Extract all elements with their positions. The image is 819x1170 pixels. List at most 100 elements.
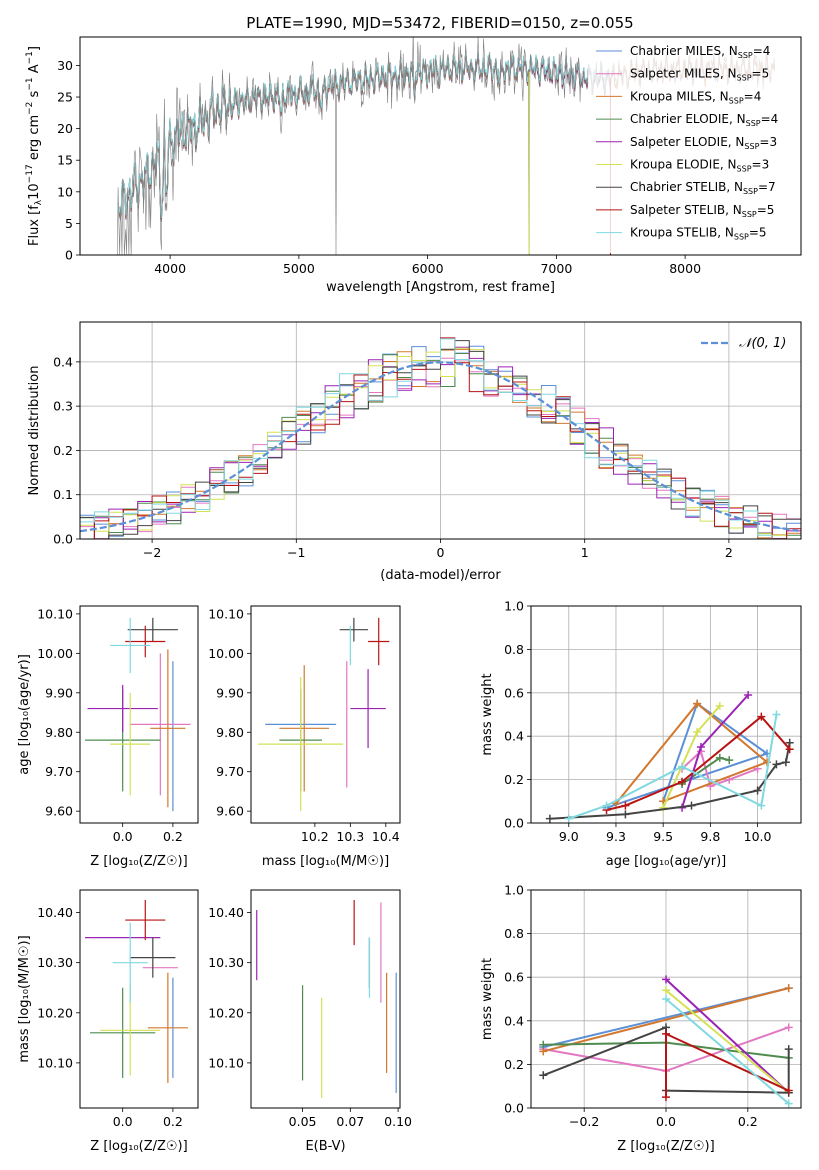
x-axis-label: Z [log₁₀(Z/Z☉)] [90, 854, 187, 869]
legend-entry: Chabrier ELODIE, NSSP=4 [630, 112, 778, 128]
legend-entry: Chabrier MILES, NSSP=4 [630, 44, 770, 60]
weight-marker [781, 758, 790, 767]
errorbar-kroupa-miles [279, 665, 330, 792]
weight-line-kroupa-miles [543, 987, 789, 1053]
plot-area [85, 617, 191, 812]
errorbar-chabrier-stelib [130, 937, 176, 978]
weight-marker [753, 786, 762, 795]
errorbar-salpeter-stelib [125, 625, 166, 658]
x-tick-label: −0.2 [569, 1114, 599, 1129]
panel-mass_vs_Z: 0.0 0.2 10.10 10.20 10.30 10.40 Z [log₁₀(Z/Z☉)… [17, 889, 199, 1154]
weight-marker [662, 1029, 670, 1038]
y-tick-label: 0.0 [504, 816, 524, 831]
y-tick-label: 10.00 [37, 646, 73, 661]
histogram-kroupa-elodie [80, 347, 801, 539]
panel-age_vs_mass: 10.2 10.3 10.4 9.60 9.70 9.80 9.90 10.00 10.10 ma… [208, 605, 401, 869]
x-tick-label: 10.2 [301, 829, 329, 844]
normal-curve [80, 361, 799, 533]
x-tick-label: −1 [287, 545, 305, 560]
y-tick-label: 0.0 [53, 532, 73, 547]
weight-marker [715, 701, 724, 710]
errorbar-kroupa-stelib [110, 617, 151, 674]
panel-mass_weight_vs_age: 9.0 9.3 9.5 9.8 10.0 0.0 0.2 0.4 0.6 0.8 1.0 age [l… [480, 599, 802, 869]
weight-marker [757, 801, 766, 810]
y-tick-label: 30 [57, 58, 73, 73]
x-tick-label: −2 [143, 545, 161, 560]
y-tick-label: 9.60 [45, 804, 73, 819]
x-tick-label: 9.0 [559, 829, 579, 844]
errorbar-chabrier-stelib [339, 617, 369, 642]
y-tick-label: 25 [57, 90, 73, 105]
x-axis-label: Z [log₁₀(Z/Z☉)] [90, 1139, 187, 1154]
axes-frame [79, 36, 802, 256]
y-tick-label: 0.2 [504, 1057, 524, 1072]
legend-entry: Kroupa STELIB, NSSP=5 [630, 226, 767, 242]
weight-marker [715, 753, 724, 762]
x-tick-label: 0.05 [289, 1114, 317, 1129]
y-tick-label: 1.0 [504, 883, 524, 898]
y-tick-label: 9.60 [216, 804, 244, 819]
errorbar-kroupa-elodie [110, 692, 151, 796]
y-tick-label: 0.6 [504, 970, 524, 985]
x-tick-label: 8000 [669, 261, 701, 276]
errorbar-kroupa-miles [147, 972, 188, 1083]
weight-marker [564, 814, 573, 823]
y-axis-label: age [log₁₀(age/yr)] [17, 654, 32, 775]
x-tick-label: 0.2 [163, 1114, 183, 1129]
errorbar-chabrier-elodie [90, 987, 156, 1078]
legend-entry: Chabrier STELIB, NSSP=7 [630, 180, 776, 196]
errorbar-kroupa-elodie [258, 677, 344, 812]
weight-marker [659, 803, 668, 812]
errorbar-salpeter-miles [130, 653, 191, 796]
weight-line-kroupa-elodie [665, 989, 790, 1094]
panel-age_vs_Z: 0.0 0.2 9.60 9.70 9.80 9.90 10.00 10.10 Z [log₁₀… [17, 605, 199, 869]
weight-marker [539, 1040, 548, 1049]
axes-frame [79, 605, 199, 824]
panel-residual_histogram: −2 −1 0 1 2 0.0 0.1 0.2 0.3 0.4 (data-model)/error… [27, 321, 802, 583]
axes-frame [250, 605, 401, 824]
legend-entry: Kroupa MILES, NSSP=4 [630, 89, 761, 105]
y-tick-label: 10.20 [37, 1005, 73, 1020]
plot-area [539, 975, 793, 1108]
plot-area [258, 617, 390, 812]
x-tick-label: 10.3 [336, 829, 364, 844]
legend-entry: Salpeter ELODIE, NSSP=3 [630, 135, 777, 151]
x-axis-label: mass [log₁₀(M/M☉)] [262, 854, 389, 869]
y-tick-label: 9.90 [216, 685, 244, 700]
weight-marker [785, 745, 794, 754]
plot-area [85, 900, 188, 1083]
model-spectrum-kroupa-stelib [118, 50, 611, 219]
errorbar-salpeter-stelib [368, 617, 390, 666]
errorbar-kroupa-miles [150, 649, 186, 808]
figure-title: PLATE=1990, MJD=53472, FIBERID=0150, z=0… [246, 14, 633, 32]
weight-line-salpeter-elodie [665, 978, 790, 1094]
y-tick-label: 0.4 [504, 1013, 524, 1028]
x-tick-label: 0 [437, 545, 445, 560]
x-axis-label: age [log₁₀(age/yr)] [606, 854, 727, 869]
y-tick-label: 10.30 [208, 955, 244, 970]
y-tick-label: 0.3 [53, 399, 73, 414]
errorbar-chabrier-stelib [127, 617, 178, 642]
weight-marker [693, 727, 702, 736]
weight-marker [784, 1023, 793, 1032]
panel-mass_weight_vs_Z: −0.2 0.0 0.2 0.0 0.2 0.4 0.6 0.8 1.0 Z [log₁₀(Z/Z… [480, 883, 802, 1154]
x-tick-label: 0.2 [738, 1114, 758, 1129]
plot-area [256, 900, 397, 1098]
y-tick-label: 9.90 [45, 685, 73, 700]
axes-frame [530, 605, 802, 824]
legend-entry: Salpeter MILES, NSSP=5 [630, 67, 769, 83]
x-tick-label: 0.0 [113, 1114, 133, 1129]
x-tick-label: 6000 [412, 261, 444, 276]
errorbar-kroupa-stelib [112, 922, 148, 1003]
y-tick-label: 10.30 [37, 955, 73, 970]
weight-marker [621, 801, 630, 810]
weight-marker [784, 1099, 793, 1108]
weight-marker [696, 743, 705, 752]
axes-frame [79, 321, 802, 540]
weight-line-kroupa-stelib [665, 998, 790, 1105]
weight-marker [687, 801, 696, 810]
weight-marker [784, 1086, 793, 1095]
plot-area [545, 690, 794, 823]
weight-marker [678, 777, 687, 786]
